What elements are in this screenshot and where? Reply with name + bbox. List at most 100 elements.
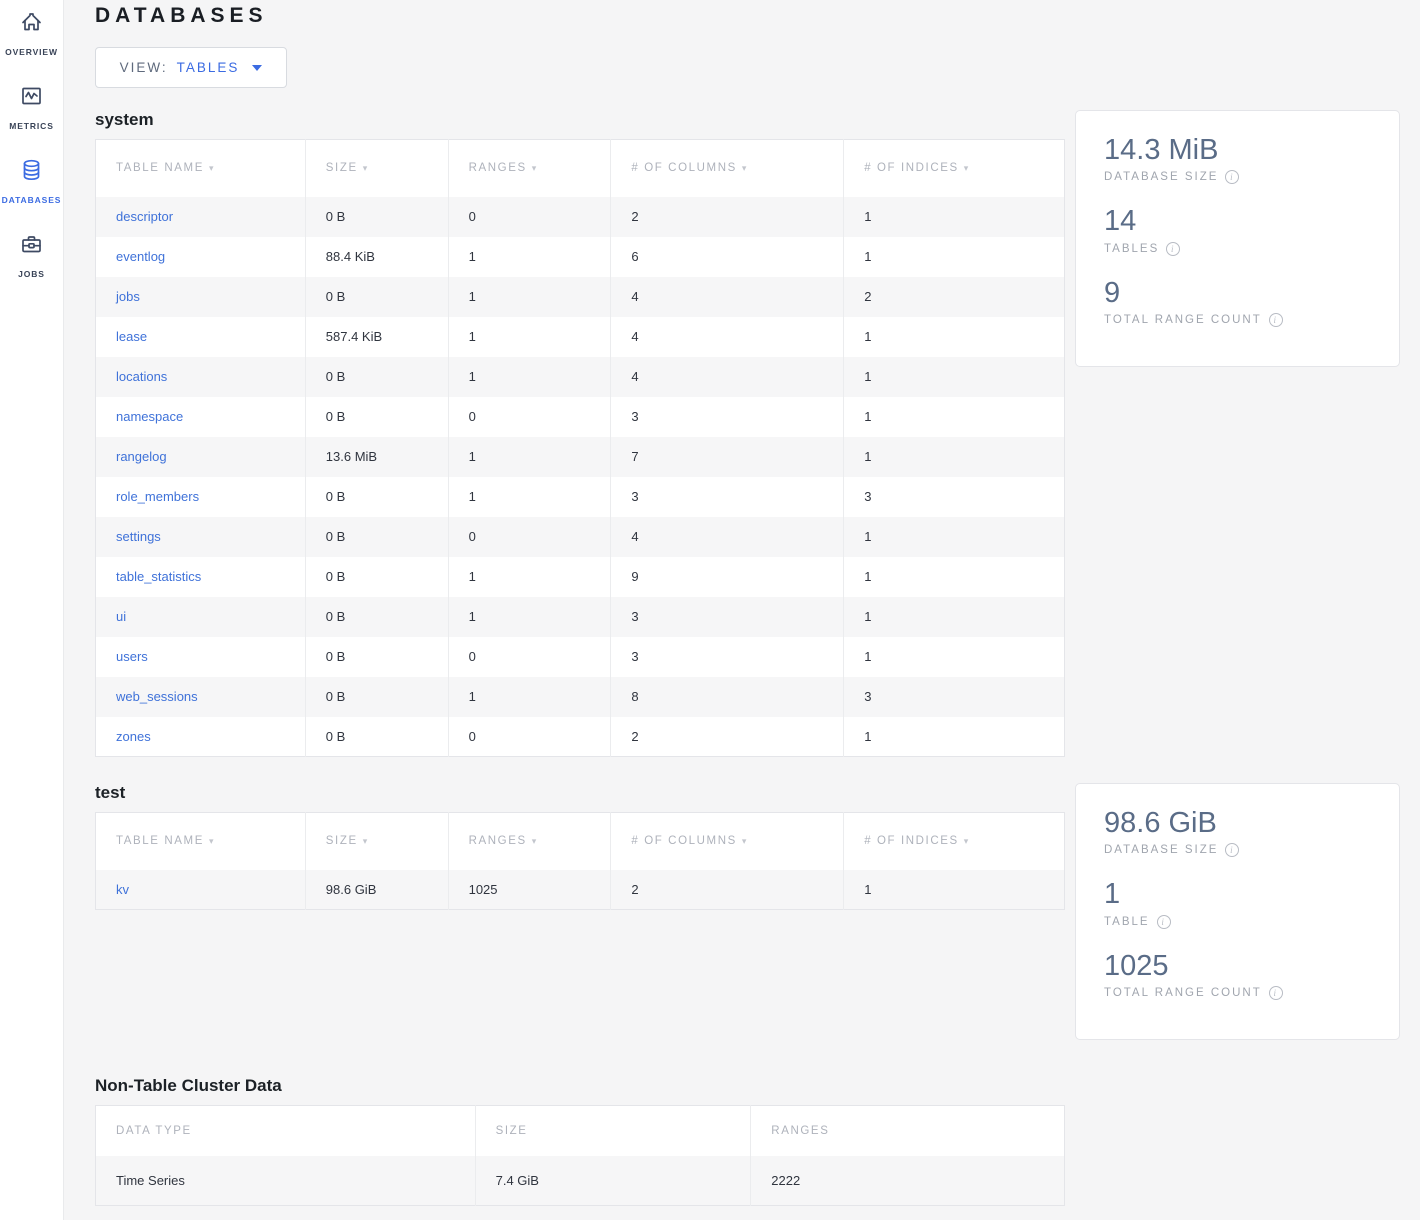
summary-stat-value: 98.6 GiB (1104, 807, 1217, 839)
table-name-cell: lease (96, 317, 306, 357)
column-header-label: # OF COLUMNS (631, 162, 737, 175)
column-header-label: DATA TYPE (116, 1124, 192, 1137)
table-link[interactable]: namespace (116, 409, 184, 424)
column-header[interactable]: # OF INDICES ▾ (843, 812, 1065, 870)
indices-cell: 1 (843, 316, 1065, 357)
summary-stat-label-text: TABLE (1104, 915, 1150, 928)
indices-cell: 1 (843, 636, 1065, 677)
column-header[interactable]: SIZE ▾ (304, 139, 449, 197)
sort-caret-icon: ▾ (209, 836, 216, 847)
ranges-cell: 1 (447, 236, 611, 277)
indices-cell: 3 (843, 676, 1065, 717)
ranges-cell: 1 (447, 316, 611, 357)
table-name-cell: descriptor (96, 197, 306, 237)
table-name-cell: eventlog (96, 237, 306, 277)
columns-cell: 3 (610, 636, 844, 677)
column-header[interactable]: RANGES ▾ (447, 139, 611, 197)
database-table-wrap: system TABLE NAME ▾ SIZE ▾ RANGES ▾ # OF COLUMN… (95, 110, 1065, 757)
table-row: rangelog 13.6 MiB 1 7 1 (95, 436, 1065, 477)
size-cell: 0 B (304, 196, 449, 237)
info-icon[interactable]: i (1225, 170, 1240, 185)
sidebar: OVERVIEW METRICS DATABASES (0, 0, 64, 1220)
table-row: Time Series 7.4 GiB 2222 (95, 1155, 1065, 1206)
column-header[interactable]: # OF COLUMNS ▾ (610, 812, 844, 870)
summary-stat: 9 TOTAL RANGE COUNT i (1104, 277, 1399, 328)
table-link[interactable]: jobs (116, 289, 140, 304)
table-header-row: TABLE NAME ▾ SIZE ▾ RANGES ▾ # OF COLUMNS ▾ # OF… (95, 812, 1065, 870)
table-link[interactable]: settings (116, 529, 161, 544)
ranges-cell: 1 (447, 476, 611, 517)
summary-stat-label: TOTAL RANGE COUNT i (1104, 986, 1399, 1001)
view-selector-value: TABLES (176, 60, 240, 75)
view-selector[interactable]: VIEW: TABLES (95, 47, 287, 88)
table-link[interactable]: zones (116, 728, 151, 744)
sort-caret-icon: ▾ (741, 836, 749, 847)
table-link[interactable]: descriptor (116, 209, 174, 224)
table-name-cell: table_statistics (96, 557, 306, 597)
column-header[interactable]: SIZE ▾ (304, 812, 449, 870)
database-section-system: system TABLE NAME ▾ SIZE ▾ RANGES ▾ # OF COLUMN… (95, 110, 1420, 757)
column-header-label: SIZE (495, 1124, 528, 1137)
summary-stat: 1 TABLE i (1104, 878, 1399, 929)
table-link[interactable]: lease (116, 329, 148, 344)
sidebar-item-metrics[interactable]: METRICS (0, 83, 64, 131)
table-link[interactable]: rangelog (116, 449, 167, 464)
table-link[interactable]: web_sessions (116, 689, 198, 704)
size-cell: 587.4 KiB (304, 316, 449, 357)
column-header-label: RANGES (468, 162, 527, 175)
chevron-down-icon (252, 64, 263, 71)
info-icon[interactable]: i (1166, 241, 1181, 256)
table-link[interactable]: users (116, 649, 148, 664)
column-header-label: RANGES (771, 1124, 830, 1137)
table-name-cell: rangelog (96, 437, 306, 477)
columns-cell: 3 (610, 396, 844, 437)
info-icon[interactable]: i (1268, 313, 1283, 328)
summary-stat: 14 TABLES i (1104, 205, 1399, 256)
table-name-cell: ui (96, 597, 306, 637)
sidebar-item-jobs[interactable]: JOBS (0, 231, 64, 279)
ranges-cell: 1 (447, 356, 611, 397)
summary-stat-value: 14 (1104, 205, 1137, 238)
indices-cell: 1 (843, 516, 1065, 557)
table-link[interactable]: ui (116, 609, 127, 624)
summary-stat-label: DATABASE SIZE i (1104, 170, 1399, 185)
table-name-cell: locations (96, 357, 306, 397)
sort-caret-icon: ▾ (362, 836, 369, 847)
indices-cell: 1 (843, 869, 1065, 910)
ranges-cell: 0 (447, 396, 611, 437)
table-row: lease 587.4 KiB 1 4 1 (96, 316, 1065, 357)
info-icon[interactable]: i (1268, 986, 1283, 1001)
jobs-icon (18, 231, 45, 262)
ranges-cell: 0 (447, 516, 611, 557)
info-icon[interactable]: i (1156, 914, 1171, 929)
info-icon[interactable]: i (1225, 843, 1240, 858)
summary-stat-value: 14.3 MiB (1104, 134, 1219, 166)
column-header[interactable]: # OF INDICES ▾ (843, 139, 1065, 197)
column-header[interactable]: TABLE NAME ▾ (95, 812, 306, 870)
column-header[interactable]: TABLE NAME ▾ (95, 139, 306, 197)
non-table-heading: Non-Table Cluster Data (95, 1076, 282, 1096)
sidebar-item-databases[interactable]: DATABASES (0, 157, 64, 205)
indices-cell: 1 (843, 196, 1065, 237)
table-link[interactable]: table_statistics (116, 569, 202, 584)
database-name-heading: system (95, 110, 154, 129)
table-link[interactable]: eventlog (116, 249, 166, 264)
column-header-label: TABLE NAME (116, 835, 204, 848)
table-link[interactable]: kv (116, 881, 129, 897)
sidebar-item-overview[interactable]: OVERVIEW (0, 9, 64, 57)
size-cell: 0 B (304, 356, 449, 397)
table-name-cell: jobs (96, 277, 306, 317)
sidebar-item-label: JOBS (18, 269, 45, 279)
sidebar-item-label: DATABASES (1, 195, 62, 205)
ranges-cell: 0 (447, 716, 611, 757)
table-link[interactable]: role_members (116, 489, 200, 504)
size-cell: 0 B (304, 396, 449, 437)
table-link[interactable]: locations (116, 369, 168, 384)
column-header[interactable]: # OF COLUMNS ▾ (610, 139, 844, 197)
ranges-cell: 1 (447, 596, 611, 637)
column-header[interactable]: RANGES ▾ (447, 812, 611, 870)
size-cell: 0 B (304, 596, 449, 637)
database-name-heading: test (95, 783, 126, 802)
sort-caret-icon: ▾ (209, 163, 216, 174)
